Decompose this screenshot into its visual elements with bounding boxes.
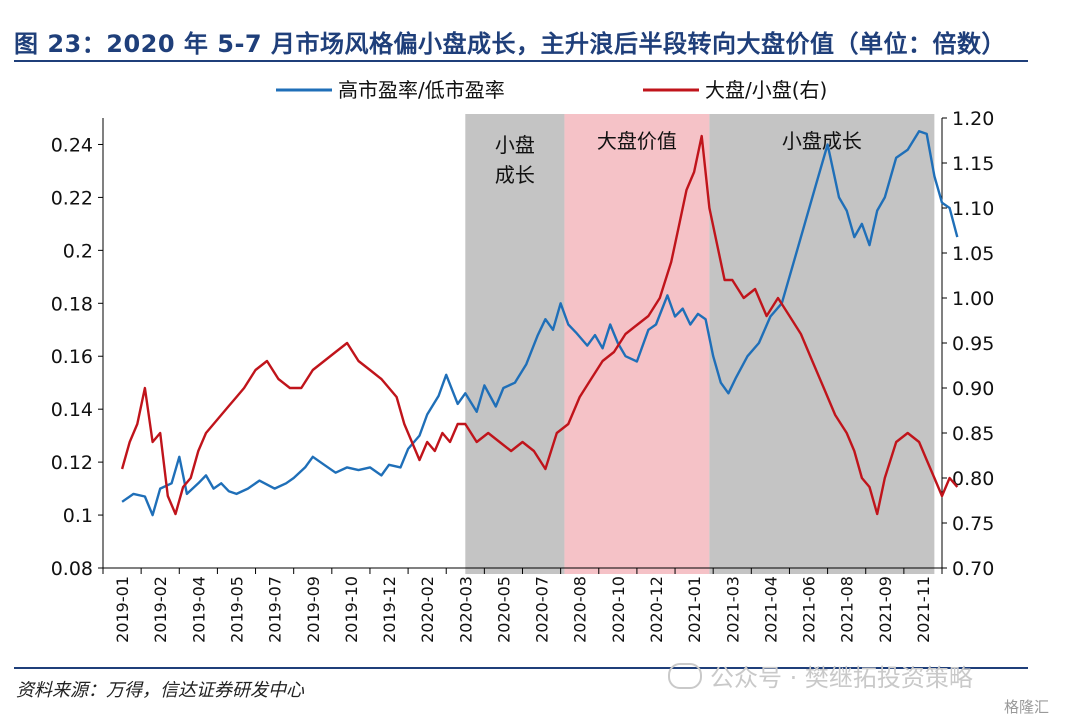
x-tick-label: 2019-09: [304, 576, 323, 643]
band-label-2: 小盘成长: [782, 129, 862, 153]
wechat-logo-icon: [668, 662, 702, 689]
corner-mark: 格隆汇: [1004, 698, 1050, 716]
series-line-0: [121, 129, 959, 517]
y-right-tick-label: 1.00: [952, 288, 994, 310]
y-left-tick-label: 0.2: [63, 240, 93, 262]
y-left-tick-label: 0.18: [51, 293, 93, 315]
y-left-tick-label: 0.08: [51, 558, 93, 580]
y-left-tick-label: 0.12: [51, 452, 93, 474]
y-right-tick-label: 0.95: [952, 333, 994, 355]
x-tick-label: 2019-10: [342, 576, 361, 643]
x-tick-label: 2021-08: [838, 576, 857, 643]
title-rule: [14, 60, 1028, 62]
band-2: [709, 114, 935, 574]
series-line-1: [120, 134, 959, 516]
band-label-1: 大盘价值: [597, 129, 677, 153]
y-right-tick-label: 0.70: [952, 558, 994, 580]
y-right-tick-label: 1.05: [952, 243, 994, 265]
x-tick-label: 2019-05: [227, 576, 246, 643]
x-tick-label: 2019-02: [151, 576, 170, 643]
y-left-tick-label: 0.1: [63, 505, 93, 527]
y-left-tick-label: 0.24: [51, 134, 93, 156]
x-tick-label: 2021-01: [685, 576, 704, 643]
x-tick-label: 2020-02: [418, 576, 437, 643]
band-label-line: 成长: [495, 163, 535, 187]
x-tick-label: 2020-03: [456, 576, 475, 643]
x-tick-label: 2019-01: [113, 576, 132, 643]
y-right-tick-label: 1.10: [952, 198, 994, 220]
y-right-tick-label: 0.90: [952, 378, 994, 400]
chart-title: 图 23：2020 年 5-7 月市场风格偏小盘成长，主升浪后半段转向大盘价值（…: [14, 30, 1006, 58]
y-right-tick-label: 0.75: [952, 513, 994, 535]
y-right-tick-label: 0.80: [952, 468, 994, 490]
x-tick-label: 2021-09: [876, 576, 895, 643]
x-tick-label: 2021-06: [800, 576, 819, 643]
x-tick-label: 2020-10: [609, 576, 628, 643]
x-tick-label: 2021-11: [914, 576, 933, 643]
band-label-line: 小盘: [495, 133, 535, 157]
x-tick-label: 2020-12: [647, 576, 666, 643]
y-left-tick-label: 0.14: [51, 399, 93, 421]
x-tick-label: 2019-04: [189, 576, 208, 643]
x-tick-label: 2021-03: [723, 576, 742, 643]
y-left-tick-label: 0.22: [51, 187, 93, 209]
source-note: 资料来源：万得，信达证券研发中心: [16, 680, 304, 701]
x-tick-label: 2019-07: [266, 576, 285, 643]
watermark: 公众号 · 樊继拓投资策略: [668, 658, 973, 693]
band-0: [465, 114, 565, 574]
y-right-tick-label: 0.85: [952, 423, 994, 445]
source-rule: [14, 667, 1028, 669]
x-tick-label: 2020-05: [494, 576, 513, 643]
y-right-tick-label: 1.15: [952, 153, 994, 175]
x-tick-label: 2020-08: [571, 576, 590, 643]
x-tick-label: 2020-07: [533, 576, 552, 643]
x-tick-label: 2021-04: [761, 576, 780, 643]
y-right-tick-label: 1.20: [952, 108, 994, 130]
legend-label-0: 高市盈率/低市盈率: [338, 78, 505, 102]
x-tick-label: 2019-12: [380, 576, 399, 643]
band-label-0: 小盘成长: [495, 133, 535, 187]
y-left-tick-label: 0.16: [51, 346, 93, 368]
watermark-text: 公众号 · 樊继拓投资策略: [710, 664, 973, 692]
legend-label-1: 大盘/小盘(右): [705, 78, 827, 102]
